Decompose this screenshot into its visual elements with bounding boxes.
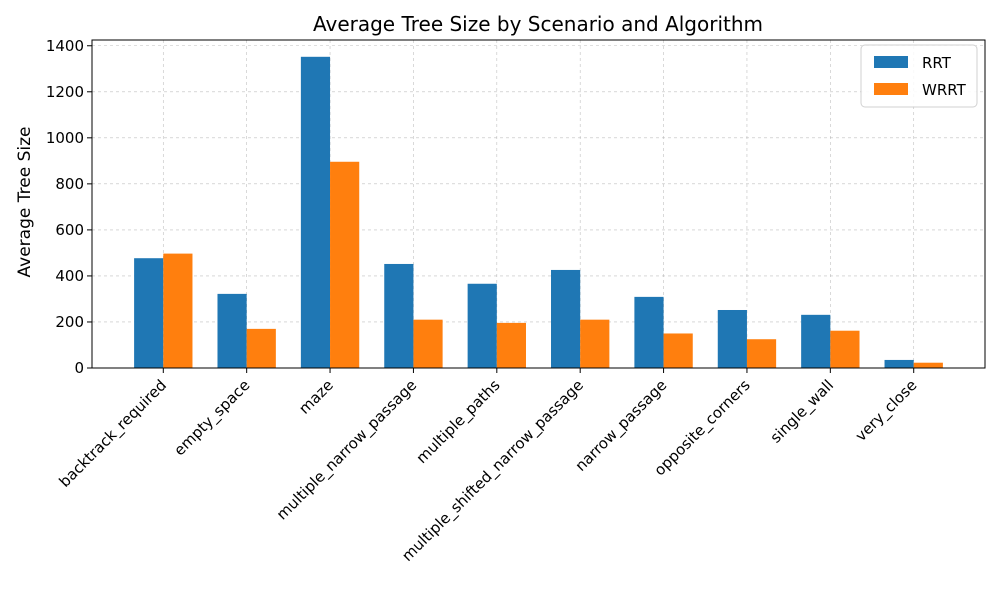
bar-wrrt <box>413 319 443 368</box>
legend-swatch-rrt <box>874 56 908 68</box>
bar-rrt <box>467 283 497 368</box>
bar-rrt <box>217 293 247 368</box>
bar-rrt <box>634 296 664 368</box>
bar-rrt <box>300 56 331 369</box>
legend-label-wrrt: WRRT <box>922 81 967 99</box>
bar-rrt <box>801 314 831 368</box>
bar-wrrt <box>746 339 777 368</box>
y-tick-label: 1400 <box>46 37 84 55</box>
y-tick-label: 1200 <box>46 83 84 101</box>
plot-frame <box>91 39 986 369</box>
bar-wrrt <box>246 328 276 368</box>
legend: RRT WRRT <box>860 44 978 108</box>
legend-label-rrt: RRT <box>922 54 952 72</box>
y-axis-label: Average Tree Size <box>15 127 35 278</box>
bar-rrt <box>884 359 914 368</box>
bar-wrrt <box>163 253 193 368</box>
y-tick-label: 800 <box>55 175 84 193</box>
bar-wrrt <box>580 319 610 368</box>
bar-rrt <box>717 309 747 368</box>
bar-rrt <box>384 263 414 368</box>
bar-wrrt <box>663 333 693 368</box>
y-tick-label: 0 <box>74 359 84 377</box>
y-tick-label: 400 <box>55 267 84 285</box>
bar-wrrt <box>913 362 943 368</box>
legend-swatch-wrrt <box>874 83 908 95</box>
y-tick-label: 1000 <box>46 129 84 147</box>
y-axis: 0 200 400 600 800 1000 1200 1400 <box>46 37 92 377</box>
bar-wrrt <box>496 322 526 368</box>
bar-rrt <box>551 269 581 368</box>
chart-title: Average Tree Size by Scenario and Algori… <box>313 12 763 36</box>
bar-rrt <box>134 258 164 368</box>
bar-wrrt <box>330 161 360 368</box>
y-tick-label: 600 <box>55 221 84 239</box>
bar-wrrt <box>830 330 860 368</box>
bars <box>134 56 943 369</box>
y-tick-label: 200 <box>55 313 84 331</box>
